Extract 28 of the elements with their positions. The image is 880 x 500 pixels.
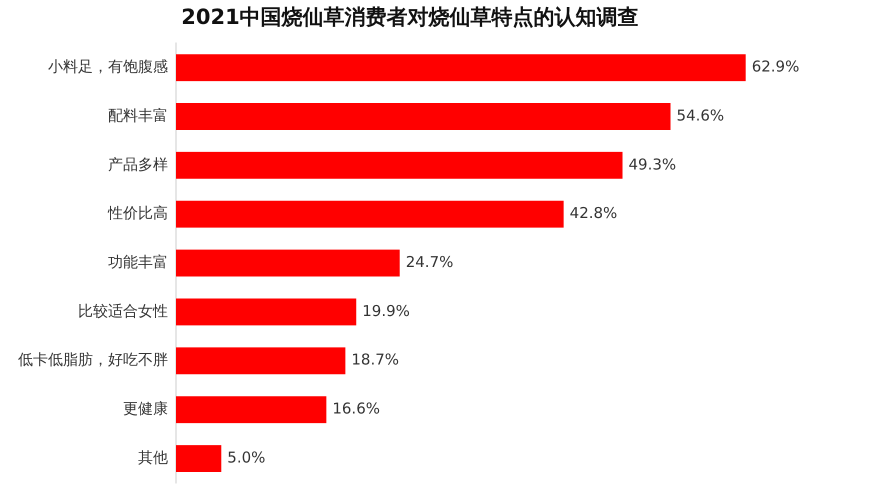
data-label: 49.3%: [628, 155, 676, 174]
bar: [176, 54, 746, 82]
y-tick-label: 其他: [138, 448, 168, 466]
y-tick-label: 更健康: [123, 400, 168, 418]
data-label: 24.7%: [406, 252, 454, 271]
y-tick-label: 功能丰富: [108, 252, 168, 271]
data-label: 54.6%: [676, 106, 724, 124]
chart-title: 2021中国烧仙草消费者对烧仙草特点的认知调查: [181, 5, 639, 30]
bar: [176, 250, 400, 277]
data-label: 19.9%: [362, 302, 410, 320]
data-label: 18.7%: [351, 350, 400, 369]
data-label: 5.0%: [227, 448, 266, 466]
y-tick-label: 配料丰富: [108, 106, 168, 124]
bar: [176, 152, 623, 179]
y-tick-label: 比较适合女性: [78, 302, 168, 320]
y-tick-label: 产品多样: [108, 155, 168, 174]
bar: [176, 396, 326, 424]
bar: [176, 298, 356, 326]
bar: [176, 200, 564, 228]
data-label: 62.9%: [752, 58, 800, 76]
data-label: 16.6%: [332, 400, 380, 418]
data-label: 42.8%: [570, 204, 618, 222]
y-tick-label: 小料足，有饱腹感: [48, 58, 168, 76]
y-tick-label: 性价比高: [107, 204, 168, 222]
y-tick-label: 低卡低脂肪，好吃不胖: [18, 350, 168, 369]
bar: [176, 103, 671, 130]
bar: [176, 445, 222, 472]
bar: [176, 347, 346, 374]
